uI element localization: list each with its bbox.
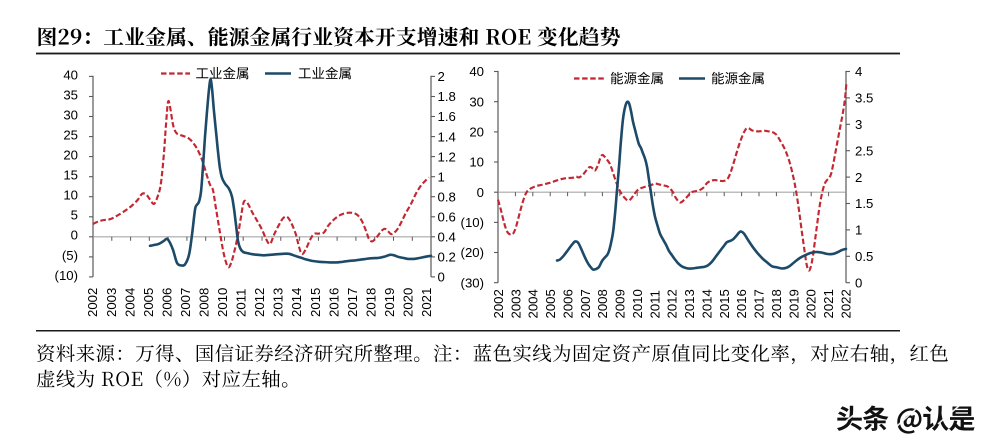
svg-text:2010: 2010 [630, 289, 645, 318]
svg-text:2005: 2005 [141, 288, 156, 317]
svg-text:2017: 2017 [752, 289, 767, 318]
svg-text:10: 10 [63, 188, 78, 203]
svg-text:2: 2 [855, 170, 862, 185]
svg-text:3: 3 [855, 117, 862, 132]
svg-text:0: 0 [438, 270, 445, 285]
svg-text:2019: 2019 [382, 288, 397, 317]
svg-text:2018: 2018 [363, 288, 378, 317]
svg-text:2003: 2003 [508, 289, 523, 318]
svg-text:2003: 2003 [104, 288, 119, 317]
svg-text:2013: 2013 [271, 288, 286, 317]
svg-text:20: 20 [63, 148, 78, 163]
svg-text:10: 10 [469, 155, 484, 170]
svg-text:2020: 2020 [401, 288, 416, 317]
svg-text:2016: 2016 [734, 289, 749, 318]
svg-text:2021: 2021 [419, 288, 434, 317]
svg-text:2008: 2008 [595, 289, 610, 318]
svg-text:30: 30 [469, 94, 484, 109]
svg-text:1.4: 1.4 [438, 129, 456, 144]
svg-text:0: 0 [477, 185, 484, 200]
svg-text:2014: 2014 [289, 288, 304, 317]
svg-text:2011: 2011 [234, 289, 249, 317]
svg-text:1.8: 1.8 [438, 89, 456, 104]
svg-text:4: 4 [855, 64, 862, 79]
svg-text:2018: 2018 [769, 289, 784, 318]
svg-text:2022: 2022 [838, 289, 853, 318]
svg-text:0.5: 0.5 [855, 249, 873, 264]
svg-text:2002: 2002 [491, 289, 506, 318]
svg-text:2021: 2021 [821, 289, 836, 318]
svg-text:2009: 2009 [613, 289, 628, 318]
svg-text:1.2: 1.2 [438, 149, 456, 164]
svg-text:2013: 2013 [682, 289, 697, 318]
svg-text:(20): (20) [461, 245, 484, 260]
svg-text:2: 2 [438, 69, 445, 84]
svg-text:2007: 2007 [578, 289, 593, 318]
svg-text:1.5: 1.5 [855, 196, 873, 211]
svg-text:3.5: 3.5 [855, 91, 873, 106]
svg-text:2020: 2020 [804, 289, 819, 318]
svg-text:0.4: 0.4 [438, 230, 456, 245]
svg-text:2017: 2017 [345, 288, 360, 317]
svg-text:2007: 2007 [178, 288, 193, 317]
svg-text:2.5: 2.5 [855, 143, 873, 158]
svg-text:(10): (10) [461, 215, 484, 230]
svg-text:2004: 2004 [122, 288, 137, 317]
svg-text:15: 15 [63, 168, 78, 183]
svg-text:2019: 2019 [786, 289, 801, 318]
svg-text:2004: 2004 [526, 289, 541, 318]
svg-text:40: 40 [469, 64, 484, 79]
svg-text:35: 35 [63, 87, 78, 102]
svg-text:2006: 2006 [561, 289, 576, 318]
svg-text:30: 30 [63, 107, 78, 122]
svg-text:0.8: 0.8 [438, 189, 456, 204]
svg-text:2015: 2015 [308, 288, 323, 317]
svg-text:2012: 2012 [665, 289, 680, 318]
svg-text:5: 5 [71, 208, 78, 223]
svg-text:25: 25 [63, 128, 78, 143]
svg-text:2011: 2011 [647, 290, 662, 318]
svg-text:1.6: 1.6 [438, 109, 456, 124]
svg-text:0: 0 [71, 228, 78, 243]
svg-text:1: 1 [855, 223, 862, 238]
svg-text:2005: 2005 [543, 289, 558, 318]
svg-text:(30): (30) [461, 275, 484, 290]
svg-text:2012: 2012 [252, 288, 267, 317]
svg-text:2010: 2010 [215, 288, 230, 317]
svg-text:2008: 2008 [197, 288, 212, 317]
svg-text:0.6: 0.6 [438, 210, 456, 225]
svg-text:(10): (10) [55, 268, 78, 283]
svg-text:20: 20 [469, 125, 484, 140]
svg-text:2016: 2016 [326, 288, 341, 317]
svg-text:0: 0 [855, 275, 862, 290]
svg-text:2014: 2014 [699, 289, 714, 318]
svg-text:0.2: 0.2 [438, 250, 456, 265]
svg-text:2006: 2006 [159, 288, 174, 317]
svg-text:2015: 2015 [717, 289, 732, 318]
svg-text:2002: 2002 [85, 288, 100, 317]
svg-text:(5): (5) [62, 248, 78, 263]
svg-text:1: 1 [438, 169, 445, 184]
svg-text:40: 40 [63, 67, 78, 82]
